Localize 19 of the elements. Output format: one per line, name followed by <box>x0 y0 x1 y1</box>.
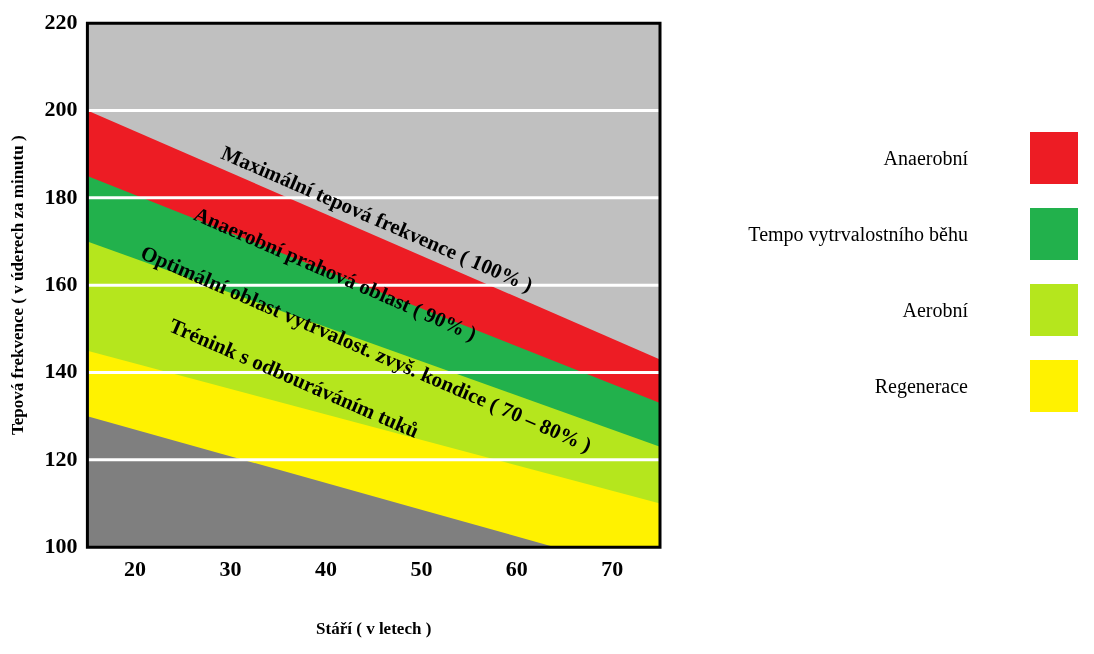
y-tick-label: 220 <box>44 8 78 34</box>
x-tick-label: 50 <box>410 556 433 582</box>
x-tick-label: 40 <box>314 556 337 582</box>
x-axis-title: Stáří ( v letech ) <box>316 619 432 639</box>
text: Aerobní <box>902 298 968 322</box>
y-tick-label: 160 <box>44 270 78 296</box>
x-tick-label: 30 <box>219 556 242 582</box>
y-tick-label: 200 <box>44 96 78 122</box>
x-tick-label: 20 <box>124 556 147 582</box>
text: Tempo vytrvalostního běhu <box>748 222 968 246</box>
x-tick-label: 70 <box>601 556 624 582</box>
text: Regenerace <box>874 374 968 398</box>
x-tick-label: 60 <box>505 556 528 582</box>
text: Anaerobní <box>883 146 968 170</box>
y-tick-label: 180 <box>44 183 78 209</box>
y-tick-label: 100 <box>44 532 78 558</box>
y-tick-label: 140 <box>44 358 78 384</box>
y-tick-label: 120 <box>44 445 78 471</box>
y-axis-title: Tepová frekvence ( v úderech za minutu ) <box>7 135 27 435</box>
